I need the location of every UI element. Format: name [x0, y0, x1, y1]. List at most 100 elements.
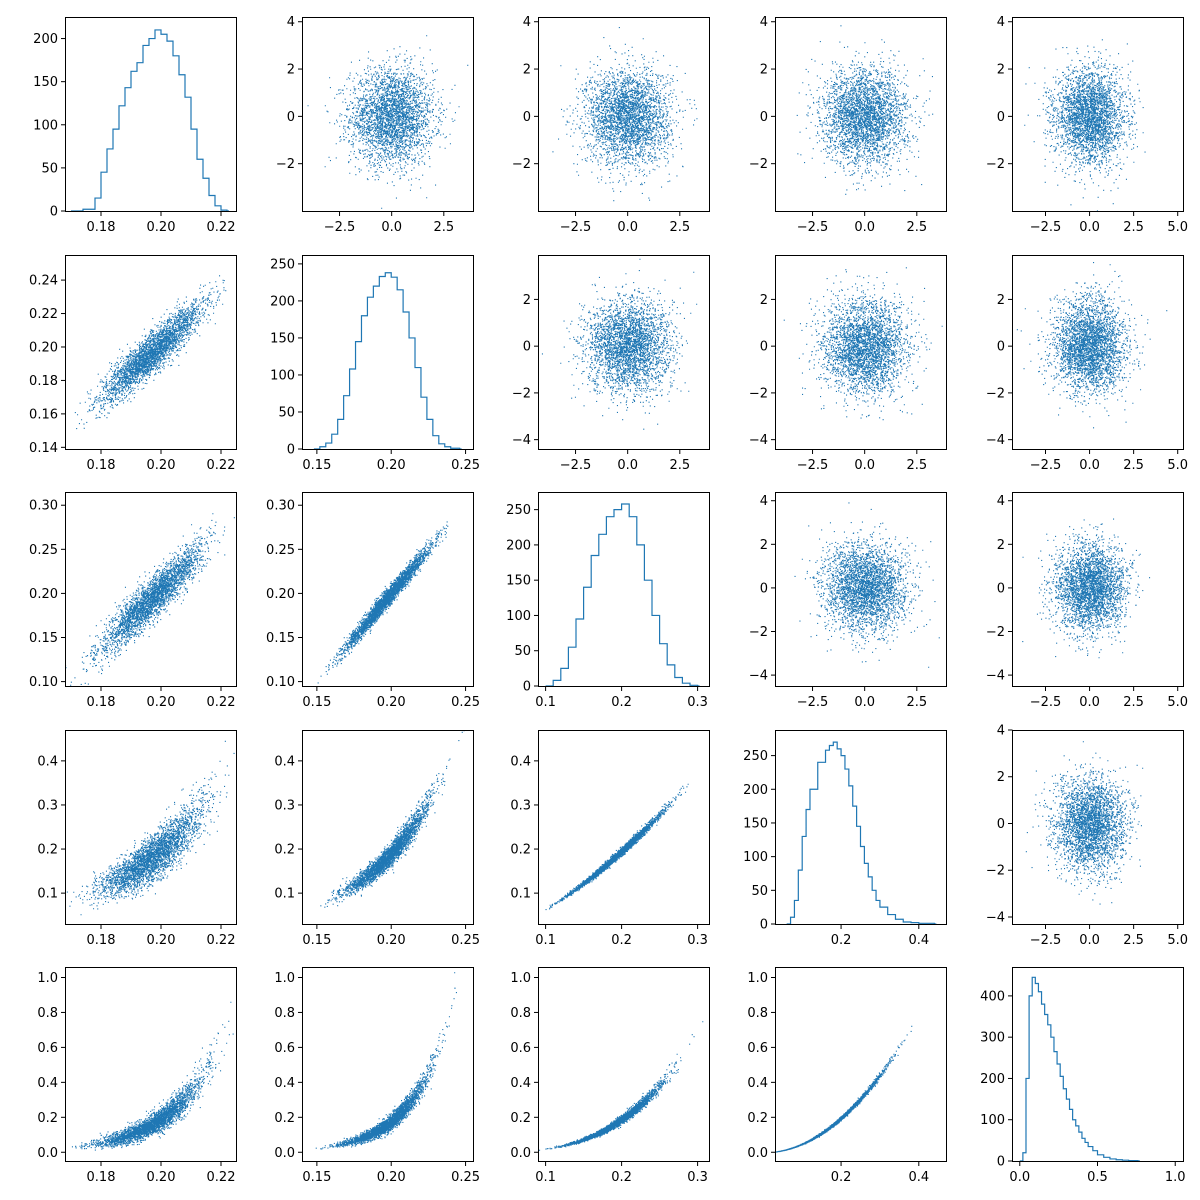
- scatter-points: [796, 25, 934, 195]
- x-tick-label: 0.22: [207, 458, 236, 473]
- panel-r4-c0: 0.18 0.20 0.22 0.0 0.2 0.4 0.6 0.8 1.0: [37, 967, 237, 1185]
- y-tick-label: 0: [50, 205, 58, 220]
- x-tick-label: 0.0: [854, 458, 875, 473]
- y-tick-label: 0.6: [37, 1041, 58, 1056]
- y-tick-label: −4: [986, 669, 1005, 684]
- y-tick-label: 0.16: [29, 407, 58, 422]
- x-tick-label: 0.0: [381, 220, 402, 235]
- panel-r2-c4: −2.5 0.0 2.5 5.0 −4 −2 0 2 4: [986, 492, 1188, 710]
- y-tick-label: 200: [506, 538, 531, 553]
- x-tick-label: 0.2: [611, 933, 632, 948]
- x-tick-label: 0.4: [908, 1170, 929, 1185]
- plot-area: [74, 275, 227, 430]
- scatter-points: [65, 513, 235, 686]
- y-tick-label: 150: [743, 816, 768, 831]
- axes-frame: [65, 17, 237, 212]
- histogram-step-line: [786, 741, 937, 924]
- y-tick-label: 0.4: [274, 754, 295, 769]
- y-tick-label: 0.2: [37, 843, 58, 858]
- y-tick-label: 250: [506, 503, 531, 518]
- scatter-points: [1016, 262, 1168, 429]
- x-tick-label: 0.0: [617, 220, 638, 235]
- y-tick-label: 0.4: [37, 754, 58, 769]
- plot-area: [1025, 741, 1144, 905]
- x-tick-label: 2.5: [906, 695, 927, 710]
- axes-frame: [538, 492, 710, 687]
- y-tick-label: 0.20: [29, 587, 58, 602]
- y-tick-label: 0.8: [274, 1006, 295, 1021]
- panel-r4-c4: 0.0 0.5 1.0 0 100 200 300 400: [980, 967, 1186, 1185]
- x-tick-label: 0.0: [1079, 220, 1100, 235]
- y-tick-label: 4: [523, 15, 531, 30]
- y-tick-label: 4: [287, 15, 295, 30]
- axes-frame: [775, 17, 947, 212]
- axes-frame: [775, 730, 947, 925]
- x-tick-label: 0.20: [377, 933, 406, 948]
- axes-frame: [65, 730, 237, 925]
- y-tick-label: 0: [523, 340, 531, 355]
- x-tick-label: 5.0: [1167, 695, 1188, 710]
- y-tick-label: 0.6: [747, 1041, 768, 1056]
- axes-frame: [775, 492, 947, 687]
- panel-r0-c0: 0.18 0.20 0.22 0 50 100 150 200: [33, 17, 237, 235]
- y-tick-label: 1.0: [510, 971, 531, 986]
- y-tick-label: 400: [980, 989, 1005, 1004]
- y-tick-label: 0.14: [29, 441, 58, 456]
- y-tick-label: 0: [997, 817, 1005, 832]
- y-tick-label: 0: [287, 110, 295, 125]
- histogram-step-line: [313, 272, 462, 449]
- y-tick-label: 0: [523, 680, 531, 695]
- y-tick-label: 0.4: [747, 1076, 768, 1091]
- plot-area: [796, 25, 934, 195]
- y-tick-label: 100: [33, 118, 58, 133]
- y-tick-label: 0.2: [747, 1111, 768, 1126]
- y-tick-label: 0.24: [29, 274, 58, 289]
- y-tick-label: 2: [997, 63, 1005, 78]
- y-tick-label: 0.3: [510, 798, 531, 813]
- panel-r1-c2: −2.5 0.0 2.5 −4 −2 0 2: [512, 255, 710, 473]
- histogram-step-line: [71, 29, 229, 211]
- x-tick-label: 2.5: [906, 220, 927, 235]
- x-tick-label: 2.5: [1123, 695, 1144, 710]
- panel-r3-c2: 0.1 0.2 0.3 0.1 0.2 0.3 0.4: [510, 730, 710, 948]
- x-tick-label: 1.0: [1165, 1170, 1186, 1185]
- y-tick-label: 300: [980, 1031, 1005, 1046]
- y-tick-label: 2: [997, 293, 1005, 308]
- x-tick-label: −2.5: [1030, 220, 1062, 235]
- x-tick-label: 0.18: [87, 220, 116, 235]
- x-tick-label: 0.3: [687, 695, 708, 710]
- x-tick-label: 0.18: [87, 933, 116, 948]
- x-tick-label: 0.18: [87, 695, 116, 710]
- y-tick-label: 0.2: [274, 843, 295, 858]
- x-tick-label: −2.5: [797, 458, 829, 473]
- x-tick-label: 0.2: [611, 1170, 632, 1185]
- y-tick-label: −2: [986, 864, 1005, 879]
- x-tick-label: 0.0: [1079, 695, 1100, 710]
- y-tick-label: 200: [270, 294, 295, 309]
- panel-r1-c4: −2.5 0.0 2.5 5.0 −4 −2 0 2: [986, 255, 1188, 473]
- x-tick-label: 0.22: [207, 695, 236, 710]
- x-tick-label: 2.5: [433, 220, 454, 235]
- y-tick-label: 2: [523, 63, 531, 78]
- x-tick-label: −2.5: [797, 220, 829, 235]
- y-tick-label: 100: [980, 1113, 1005, 1128]
- x-tick-label: 0.1: [535, 1170, 556, 1185]
- x-tick-label: 0.0: [1079, 458, 1100, 473]
- plot-area: [538, 1021, 704, 1151]
- panel-r4-c2: 0.1 0.2 0.3 0.0 0.2 0.4 0.6 0.8 1.0: [510, 967, 710, 1185]
- x-tick-label: 2.5: [669, 220, 690, 235]
- scatter-points: [541, 258, 698, 430]
- y-tick-label: 0.8: [747, 1006, 768, 1021]
- y-tick-label: 0.0: [747, 1146, 768, 1161]
- x-tick-label: 0.15: [302, 695, 331, 710]
- x-tick-label: 0.1: [535, 695, 556, 710]
- x-tick-label: 0.0: [854, 220, 875, 235]
- y-tick-label: −2: [512, 157, 531, 172]
- y-tick-label: −4: [986, 910, 1005, 925]
- y-tick-label: 0.4: [510, 1076, 531, 1091]
- x-tick-label: −2.5: [560, 220, 592, 235]
- x-tick-label: −2.5: [324, 220, 356, 235]
- y-tick-label: −4: [512, 433, 531, 448]
- x-tick-label: 0.20: [147, 220, 176, 235]
